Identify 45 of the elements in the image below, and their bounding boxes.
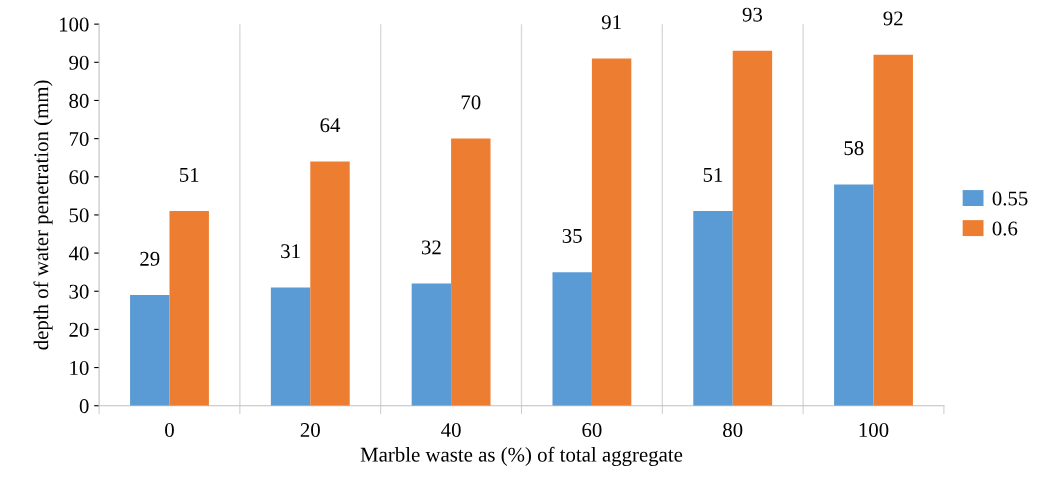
y-tick-label: 30 (69, 284, 89, 299)
x-tick-label: 20 (300, 422, 320, 438)
data-label: 32 (421, 240, 441, 255)
y-tick-label: 60 (69, 170, 89, 185)
bar (552, 272, 592, 406)
data-label: 29 (140, 251, 160, 266)
data-label: 31 (281, 244, 300, 259)
x-tick-label: 40 (441, 422, 461, 438)
bar (693, 211, 733, 406)
data-label: 91 (601, 15, 621, 30)
x-axis-title: Marble waste as (%) of total aggregate (360, 446, 683, 466)
y-tick-label: 0 (79, 399, 89, 414)
x-tick-label: 60 (582, 422, 602, 438)
y-axis-title: depth of water penetration (mm) (33, 80, 53, 350)
x-tick-label: 80 (723, 422, 743, 438)
bar (873, 54, 913, 406)
x-tick-label: 100 (859, 422, 889, 438)
data-label: 93 (742, 7, 763, 22)
x-tick-label: 0 (165, 422, 174, 438)
bar (130, 295, 170, 406)
bar (591, 58, 632, 406)
data-label: 92 (883, 11, 903, 26)
y-tick-label: 90 (69, 55, 89, 70)
bar (834, 184, 874, 406)
legend-label: 0.6 (992, 221, 1018, 236)
bar (270, 287, 311, 406)
y-tick-label: 10 (70, 360, 89, 375)
y-tick-label: 70 (69, 132, 89, 147)
legend-label: 0.55 (992, 191, 1028, 206)
data-label: 70 (461, 95, 481, 110)
y-tick-label: 50 (69, 208, 89, 223)
y-tick-label: 100 (59, 17, 89, 32)
bar (732, 50, 773, 406)
data-label: 35 (562, 228, 582, 243)
data-label: 51 (703, 167, 723, 182)
bar (169, 211, 209, 406)
y-tick-label: 20 (69, 322, 89, 337)
data-label: 64 (320, 118, 341, 133)
data-label: 58 (844, 141, 864, 156)
bar (310, 161, 350, 406)
y-tick-label: 80 (69, 93, 89, 108)
bar (411, 283, 452, 406)
bar (451, 138, 491, 406)
data-label: 51 (179, 167, 199, 182)
y-tick-label: 40 (68, 246, 89, 261)
